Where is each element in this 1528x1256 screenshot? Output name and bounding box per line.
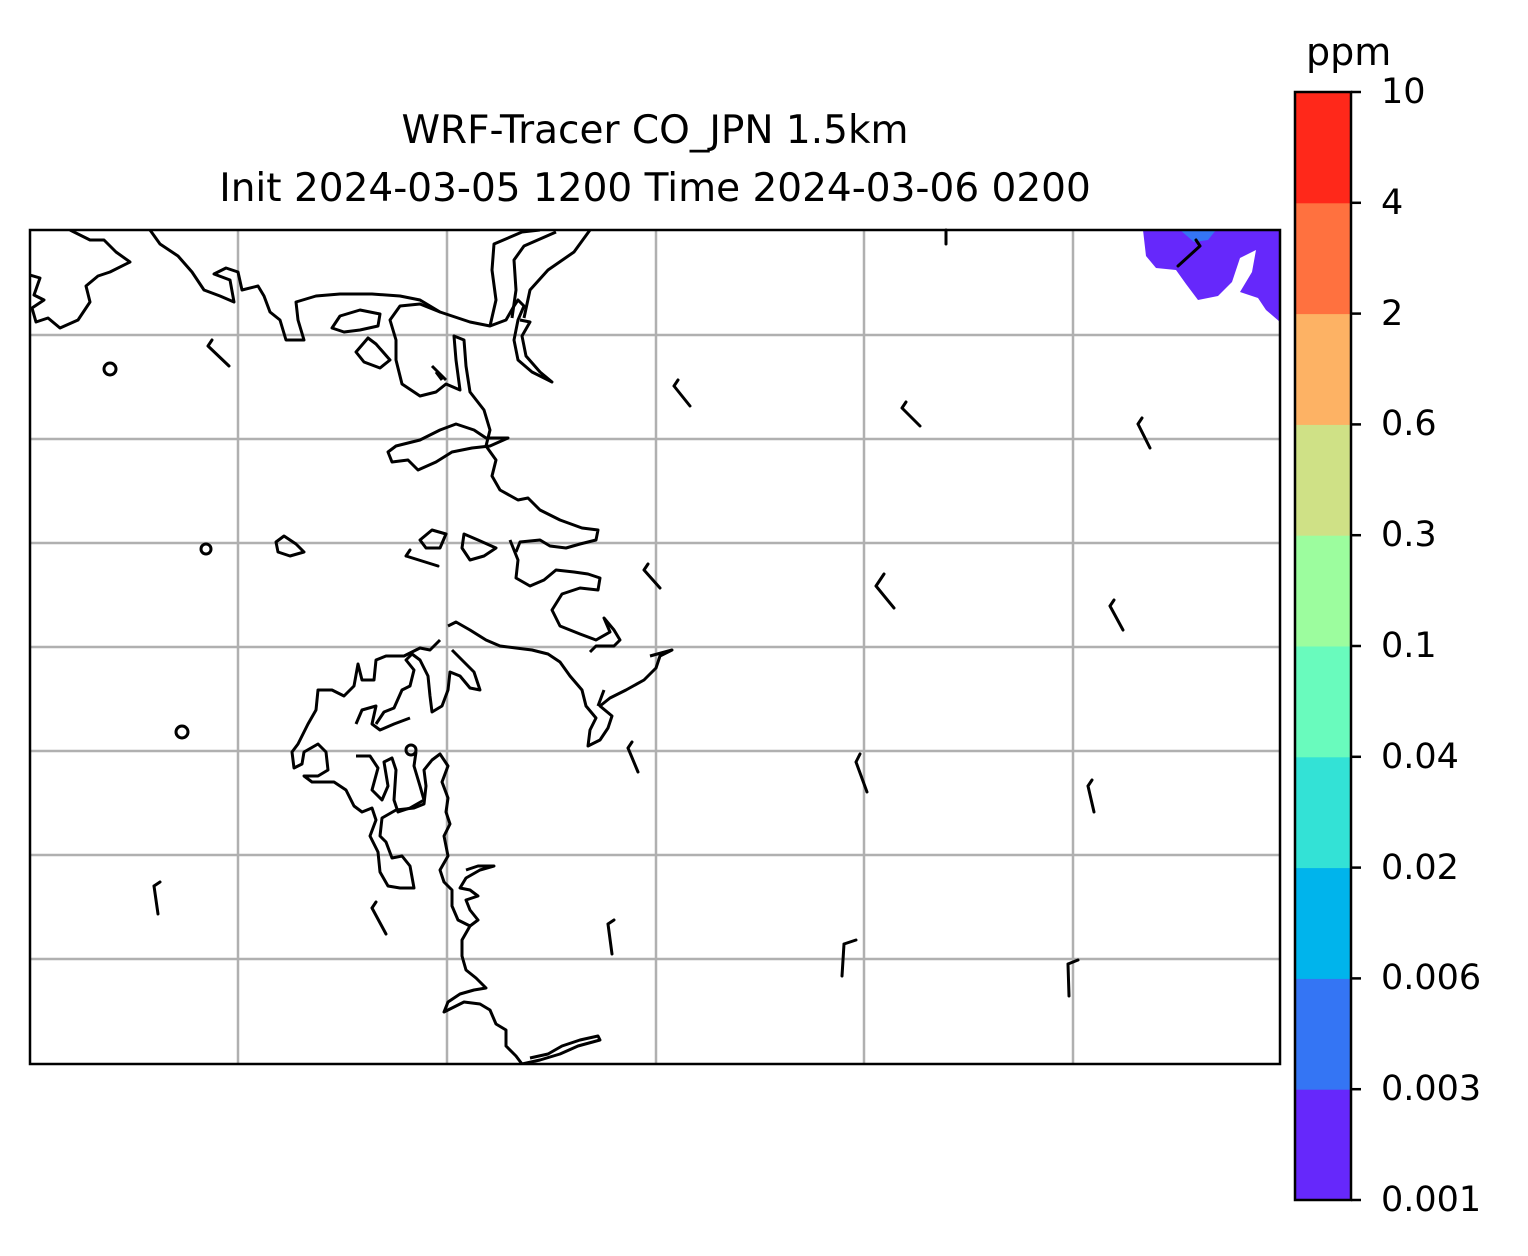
colorbar-segments: [1295, 92, 1351, 1201]
wind-barb: [1066, 958, 1080, 998]
colorbar-segment: [1295, 92, 1351, 204]
wind-barbs: [152, 228, 1202, 998]
colorbar-segment: [1295, 535, 1351, 647]
wind-barb: [152, 880, 162, 916]
colorbar-unit-label: ppm: [1306, 30, 1392, 74]
colorbar-segment: [1295, 202, 1351, 315]
coastline-south-tip: [442, 925, 602, 1064]
coastline-southwest-inner: [354, 648, 482, 814]
wind-barb: [606, 918, 616, 956]
island-central-4: [460, 532, 498, 562]
coastline-central-west: [388, 302, 600, 553]
colorbar-tick-label: 10: [1381, 72, 1426, 112]
wind-barb: [642, 562, 662, 590]
wind-barb: [854, 752, 869, 794]
colorbar-segment: [1295, 1089, 1351, 1201]
wind-barb: [1108, 598, 1125, 632]
wind-barb: [206, 338, 231, 368]
island-central-3: [418, 528, 448, 550]
tracer-contour-lowest: [1143, 230, 1280, 322]
colorbar-tick-label: 2: [1381, 293, 1404, 334]
coastline-south-central: [447, 620, 674, 748]
wind-barb: [1136, 416, 1152, 450]
colorbar-segment: [1295, 756, 1351, 869]
tracer-contour-second: [1180, 230, 1216, 242]
map-title-line-2: Init 2024-03-05 1200 Time 2024-03-06 020…: [219, 166, 1091, 211]
coastline-northwest: [30, 230, 132, 330]
colorbar-tick-label: 0.02: [1381, 847, 1459, 888]
wind-barb: [1176, 238, 1202, 268]
coastline-north-upper: [148, 230, 554, 384]
island-small-1: [102, 361, 118, 377]
wind-barb: [874, 572, 896, 610]
colorbar-tick-label: 0.006: [1381, 958, 1482, 999]
island-north-1: [330, 308, 382, 334]
tracer-concentration-field: [1143, 230, 1280, 322]
wind-barb: [370, 900, 388, 936]
colorbar-tick-label: 0.001: [1381, 1180, 1482, 1220]
wind-barb: [672, 378, 692, 408]
wind-barb: [404, 548, 440, 568]
colorbar-segment: [1295, 867, 1351, 979]
island-north-2: [354, 336, 392, 370]
island-central-1: [430, 364, 448, 382]
colorbar-ticks: [1351, 90, 1361, 1202]
wind-barb: [1086, 778, 1096, 814]
coastline-north-channel: [488, 230, 592, 327]
coastline-southwest-peninsula: [290, 638, 496, 928]
coastline-central-east: [508, 539, 622, 654]
island-west-1: [274, 534, 306, 558]
map-frame: [28, 228, 1282, 1066]
colorbar-tick-label: 0.3: [1381, 515, 1437, 556]
island-central-2: [386, 422, 510, 472]
colorbar-segment: [1295, 313, 1351, 425]
coastlines: [30, 230, 674, 1064]
colorbar-segment: [1295, 424, 1351, 536]
colorbar-segment: [1295, 646, 1351, 758]
colorbar: [1293, 90, 1361, 1202]
wind-barb: [840, 938, 858, 978]
colorbar-tick-label: 0.04: [1381, 736, 1459, 777]
colorbar-tick-label: 4: [1381, 182, 1404, 223]
map-title-line-1: WRF-Tracer CO_JPN 1.5km: [401, 108, 909, 153]
colorbar-segment: [1295, 978, 1351, 1090]
colorbar-tick-label: 0.003: [1381, 1069, 1482, 1110]
island-small-3: [174, 724, 190, 740]
island-small-4: [404, 743, 418, 757]
wind-barb: [900, 400, 922, 428]
colorbar-tick-label: 0.1: [1381, 626, 1437, 666]
wind-barb: [626, 740, 640, 774]
map-gridlines: [30, 230, 1280, 1064]
colorbar-tick-label: 0.6: [1381, 404, 1437, 445]
island-small-2: [199, 542, 213, 556]
